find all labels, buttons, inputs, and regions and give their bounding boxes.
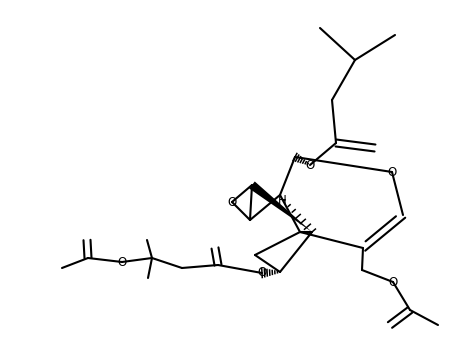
Polygon shape <box>249 182 312 232</box>
Text: O: O <box>257 266 267 280</box>
Text: O: O <box>388 276 397 289</box>
Text: O: O <box>305 159 315 171</box>
Text: O: O <box>388 165 396 179</box>
Text: O: O <box>118 256 126 268</box>
Text: H: H <box>278 194 287 207</box>
Text: O: O <box>228 195 236 208</box>
